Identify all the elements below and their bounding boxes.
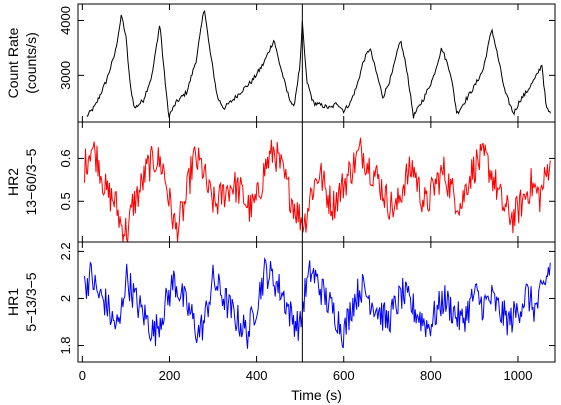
x-axis-title: Time (s) <box>291 387 342 403</box>
count-rate-series-line-0 <box>86 9 552 119</box>
hr1-y-axis-title-line-0: HR1 <box>5 288 21 316</box>
hr2-frame <box>77 121 556 243</box>
panel-hr2: 0.5 0.6 HR2 13−60/3−5 <box>5 121 556 244</box>
x-tick-label: 200 <box>159 368 181 383</box>
hr1-ytick-label: 2 <box>58 295 73 302</box>
x-axis: 0 200 400 600 800 1000 <box>79 368 533 383</box>
hr2-ytick-label: 0.5 <box>58 192 73 210</box>
hr1-ytick-label: 2.2 <box>58 242 73 260</box>
x-tick-label: 400 <box>246 368 268 383</box>
x-tick-label: 1000 <box>504 368 533 383</box>
hr1-ytick-label: 1.8 <box>58 336 73 354</box>
count-rate-y-axis-title-line-1: (counts/s) <box>23 32 39 93</box>
count-rate-y-axis-title-line-0: Count Rate <box>5 27 21 98</box>
x-tick-label: 600 <box>333 368 355 383</box>
x-tick-label: 800 <box>420 368 442 383</box>
hr2-y-axis-title-line-0: HR2 <box>5 168 21 196</box>
count-rate-ytick-label: 4000 <box>58 6 73 35</box>
hr2-ytick-label: 0.6 <box>58 149 73 167</box>
panel-hr1: 1.8 2 2.2 HR1 5−13/3−5 <box>5 241 556 363</box>
panel-count-rate: 3000 4000 Count Rate (counts/s) <box>5 3 556 123</box>
hr2-y-axis-title-line-1: 13−60/3−5 <box>23 148 39 215</box>
hr2-series-line-0 <box>84 137 551 244</box>
count-rate-ytick-label: 3000 <box>58 61 73 90</box>
hr1-series-line-0 <box>84 257 551 349</box>
x-tick-label: 0 <box>79 368 86 383</box>
hr1-y-axis-title-line-1: 5−13/3−5 <box>23 272 39 331</box>
panels: 3000 4000 Count Rate (counts/s) 0.5 0.6 HR2 13−… <box>5 3 556 363</box>
hr1-frame <box>77 241 556 363</box>
